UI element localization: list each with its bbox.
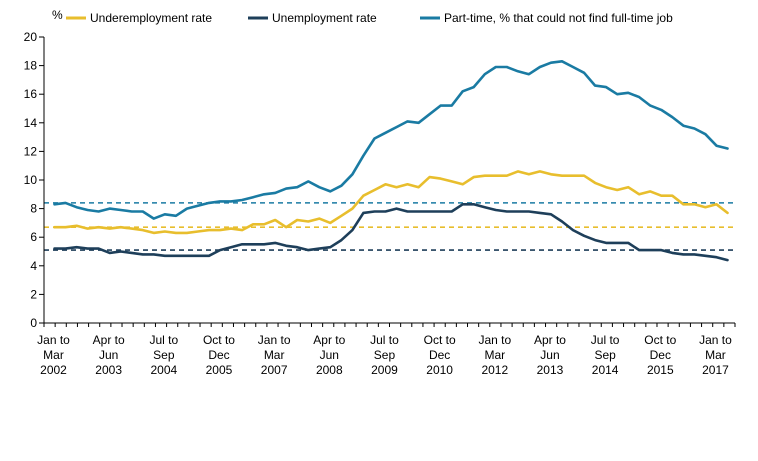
x-tick-label: Apr to (93, 333, 125, 347)
series-lines (53, 59, 729, 262)
x-tick-label: Jan to (699, 333, 732, 347)
series-line (53, 203, 729, 262)
x-tick-label: 2005 (206, 363, 233, 377)
x-tick-label: Jun (320, 348, 339, 362)
legend-label: Part-time, % that could not find full-ti… (444, 11, 673, 25)
x-tick-label: Jul to (370, 333, 399, 347)
legend: Underemployment rate Unemployment rate Par… (66, 11, 673, 25)
x-tick-label: Jan to (478, 333, 511, 347)
x-tick-label: 2007 (261, 363, 288, 377)
y-tick-label: 12 (24, 144, 38, 158)
y-tick-label: 8 (30, 202, 37, 216)
x-tick-label: Dec (208, 348, 229, 362)
x-tick-label: Mar (43, 348, 64, 362)
y-tick-label: 20 (24, 30, 38, 44)
x-tick-label: 2008 (316, 363, 343, 377)
series-line (53, 170, 729, 235)
y-tick-label: 4 (30, 259, 37, 273)
x-tick-label: Jan to (258, 333, 291, 347)
x-tick-label: Jan to (37, 333, 70, 347)
reference-lines (44, 202, 735, 251)
y-tick-label: 10 (24, 173, 38, 187)
x-tick-label: 2012 (481, 363, 508, 377)
x-tick-label: Oct to (424, 333, 456, 347)
x-tick-label: 2004 (150, 363, 177, 377)
x-tick-label: 2013 (537, 363, 564, 377)
x-tick-label: 2010 (426, 363, 453, 377)
x-tick-label: Sep (374, 348, 396, 362)
y-tick-label: 0 (30, 316, 37, 330)
legend-label: Unemployment rate (272, 11, 377, 25)
x-tick-label: 2009 (371, 363, 398, 377)
x-tick-label: 2017 (702, 363, 729, 377)
y-tick-label: 18 (24, 59, 38, 73)
y-tick-label: 6 (30, 230, 37, 244)
y-axis: % 0 2 4 6 8 10 12 14 16 18 20 (24, 8, 63, 330)
x-tick-label: Oct to (644, 333, 676, 347)
y-tick-label: 16 (24, 87, 38, 101)
x-tick-label: Sep (594, 348, 616, 362)
x-tick-label: Jul to (591, 333, 620, 347)
x-tick-label: 2014 (592, 363, 619, 377)
x-tick-label: Dec (650, 348, 671, 362)
x-tick-label: Jun (540, 348, 559, 362)
x-tick-label: Mar (264, 348, 285, 362)
y-tick-label: 2 (30, 287, 37, 301)
x-tick-label: 2003 (95, 363, 122, 377)
x-tick-label: Jul to (149, 333, 178, 347)
x-tick-label: Apr to (313, 333, 345, 347)
y-tick-label: 14 (24, 116, 38, 130)
x-tick-label: 2015 (647, 363, 674, 377)
y-unit-label: % (52, 8, 63, 22)
x-tick-label: Oct to (203, 333, 235, 347)
legend-label: Underemployment rate (90, 11, 212, 25)
series-line (53, 59, 729, 220)
x-tick-label: Dec (429, 348, 450, 362)
x-tick-label: Jun (99, 348, 118, 362)
x-tick-label: Mar (705, 348, 726, 362)
x-tick-label: Mar (484, 348, 505, 362)
x-tick-label: 2002 (40, 363, 67, 377)
x-tick-label: Sep (153, 348, 175, 362)
x-tick-label: Apr to (534, 333, 566, 347)
